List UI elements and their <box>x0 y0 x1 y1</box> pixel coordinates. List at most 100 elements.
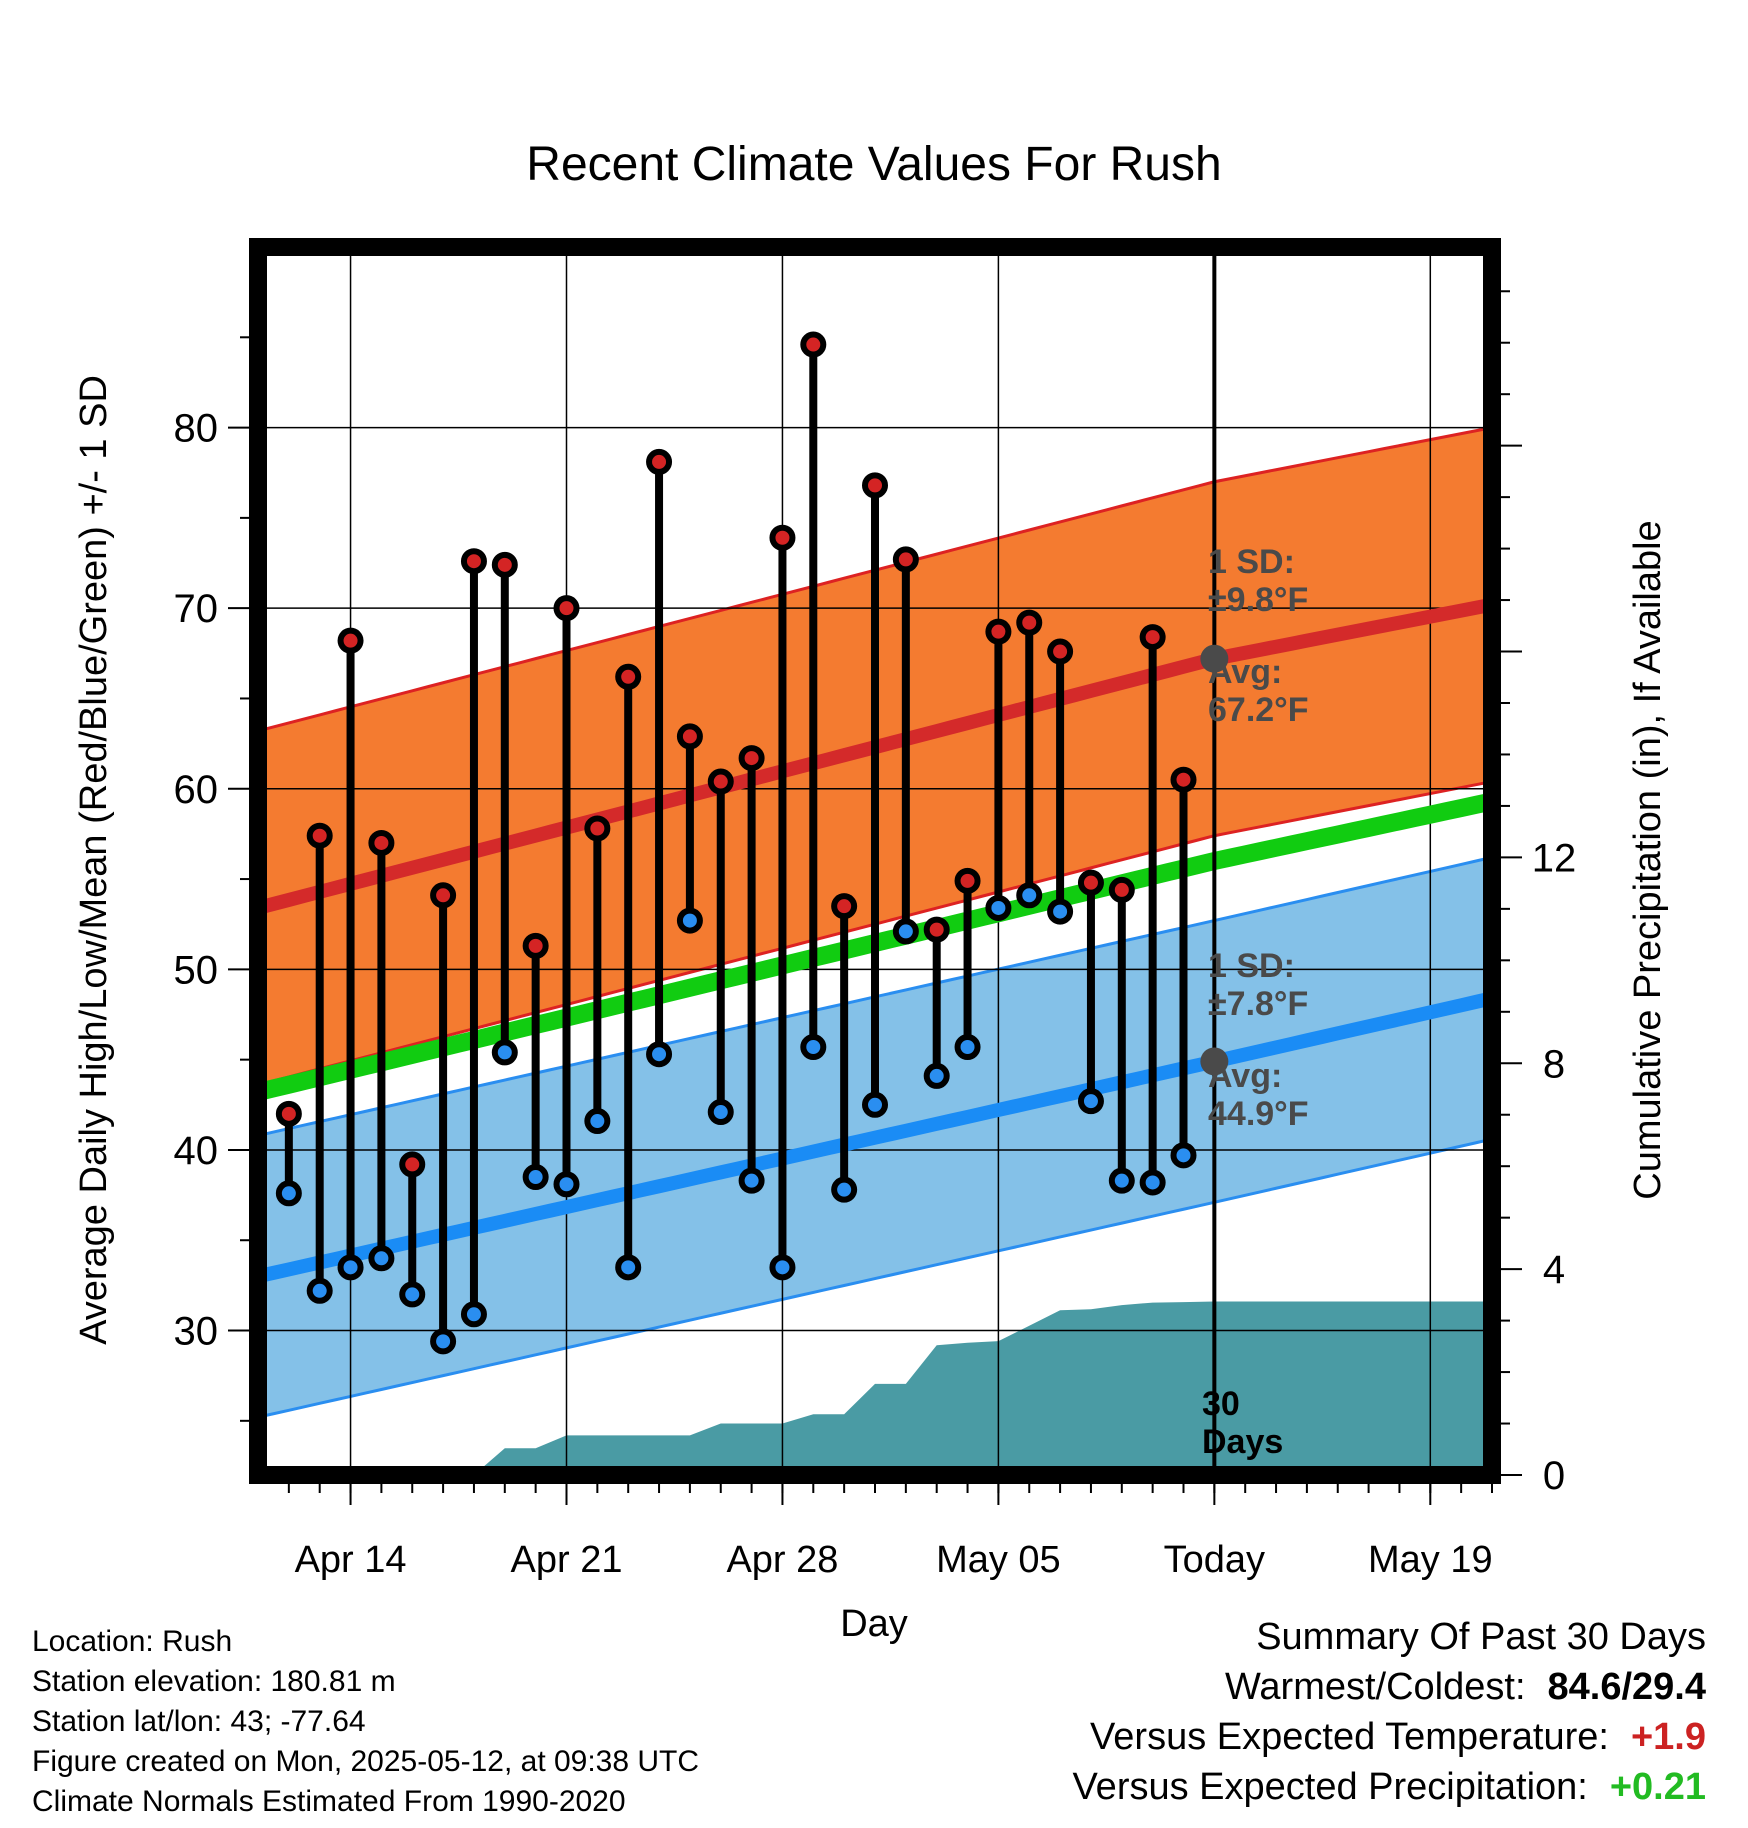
daily-high-point <box>1016 609 1043 636</box>
summary-panel: Summary Of Past 30 Days Warmest/Coldest:… <box>1072 1612 1706 1812</box>
daily-high-point <box>399 1151 426 1178</box>
x-tick-label: May 05 <box>936 1539 1061 1581</box>
precipitation-area <box>473 1301 1492 1475</box>
daily-low-point <box>738 1167 765 1194</box>
daily-high-point <box>615 663 642 690</box>
daily-low-point <box>1077 1088 1104 1115</box>
warm-cold-label: Warmest/Coldest: <box>1224 1666 1526 1708</box>
high-avg-annotation: 67.2°F <box>1208 691 1309 729</box>
daily-low-point <box>769 1254 796 1281</box>
y-tick-label: 40 <box>174 1129 219 1173</box>
x-tick-label: Apr 21 <box>511 1539 623 1581</box>
daily-high-point <box>1047 638 1074 665</box>
y-axis-label: Average Daily High/Low/Mean (Red/Blue/Gr… <box>73 375 115 1345</box>
daily-low-point <box>522 1164 549 1191</box>
daily-low-point <box>923 1062 950 1089</box>
daily-low-point <box>800 1034 827 1061</box>
daily-low-point <box>985 894 1012 921</box>
y-tick-label: 50 <box>174 948 219 992</box>
daily-low-point <box>1047 898 1074 925</box>
daily-low-point <box>275 1180 302 1207</box>
daily-high-point <box>892 546 919 573</box>
daily-low-point <box>460 1301 487 1328</box>
daily-high-point <box>275 1100 302 1127</box>
daily-high-point <box>954 867 981 894</box>
daily-low-point <box>892 918 919 945</box>
daily-low-point <box>1016 882 1043 909</box>
daily-high-point <box>306 822 333 849</box>
y-tick-label: 30 <box>174 1310 219 1354</box>
warm-cold-value: 84.6/29.4 <box>1547 1666 1706 1708</box>
low-avg-annotation: Avg: <box>1208 1057 1282 1095</box>
today-high-normal-point <box>1200 644 1229 673</box>
y2-tick-label: 0 <box>1543 1454 1565 1498</box>
daily-high-point <box>522 932 549 959</box>
x-tick-label: Apr 28 <box>726 1539 838 1581</box>
temp-diff-label: Versus Expected Temperature: <box>1090 1716 1609 1758</box>
y2-axis-label: Cumulative Precipitation (in), If Availa… <box>1627 520 1669 1199</box>
daily-high-point <box>769 524 796 551</box>
daily-low-point <box>1108 1167 1135 1194</box>
daily-low-point <box>954 1034 981 1061</box>
daily-high-point <box>430 882 457 909</box>
summary-title: Summary Of Past 30 Days <box>1256 1616 1706 1658</box>
x-tick-label: Apr 14 <box>295 1539 407 1581</box>
daily-low-point <box>584 1108 611 1135</box>
plot-frame <box>249 238 1501 1484</box>
high-sd-annotation: 1 SD: <box>1208 543 1295 581</box>
x-tick-label: Today <box>1164 1539 1265 1581</box>
x-tick-label: May 19 <box>1368 1539 1493 1581</box>
low-sd-lower-edge <box>258 1137 1492 1419</box>
daily-low-point <box>1170 1142 1197 1169</box>
daily-low-point <box>615 1254 642 1281</box>
daily-low-point <box>1139 1169 1166 1196</box>
created-text: Figure created on Mon, 2025-05-12, at 09… <box>32 1745 700 1778</box>
y2-tick-label: 12 <box>1532 836 1577 880</box>
daily-low-point <box>646 1041 673 1068</box>
daily-low-point <box>862 1091 888 1118</box>
y2-tick-label: 4 <box>1543 1248 1565 1292</box>
daily-low-point <box>306 1277 333 1304</box>
y-tick-label: 70 <box>174 587 219 631</box>
temp-diff-value: +1.9 <box>1630 1716 1706 1758</box>
daily-high-point <box>985 618 1012 645</box>
low-normal-line <box>258 991 1492 1284</box>
daily-high-point <box>337 627 364 654</box>
precip-diff-value: +0.21 <box>1609 1766 1706 1808</box>
precip-diff-label: Versus Expected Precipitation: <box>1072 1766 1588 1808</box>
today-low-normal-point <box>1200 1047 1229 1076</box>
high-sd-annotation: ±9.8°F <box>1208 581 1308 619</box>
low-sd-annotation: 1 SD: <box>1208 947 1295 985</box>
normals-text: Climate Normals Estimated From 1990-2020 <box>32 1785 626 1818</box>
daily-high-point <box>1108 876 1135 903</box>
daily-high-point <box>584 815 611 842</box>
x-axis-label: Day <box>840 1603 908 1645</box>
low-avg-annotation: 44.9°F <box>1208 1095 1309 1133</box>
daily-high-point <box>923 916 950 943</box>
days-window-annotation: Days <box>1202 1423 1283 1461</box>
daily-low-point <box>831 1176 858 1203</box>
daily-high-point <box>707 768 734 795</box>
daily-high-point <box>1170 766 1197 793</box>
daily-high-point <box>738 745 765 772</box>
daily-low-point <box>676 907 703 934</box>
daily-high-point <box>831 893 858 920</box>
y-tick-label: 60 <box>174 768 219 812</box>
chart-title: Recent Climate Values For Rush <box>526 138 1221 191</box>
daily-high-point <box>491 551 518 578</box>
daily-low-point <box>337 1254 364 1281</box>
daily-high-point <box>1077 869 1104 896</box>
daily-low-point <box>491 1039 518 1066</box>
daily-high-point <box>1139 624 1166 651</box>
daily-high-point <box>553 595 580 622</box>
latlon-text: Station lat/lon: 43; -77.64 <box>32 1705 366 1738</box>
low-sd-annotation: ±7.8°F <box>1208 985 1308 1023</box>
y-tick-label: 80 <box>174 407 219 451</box>
daily-low-point <box>430 1328 457 1355</box>
daily-high-point <box>368 829 395 856</box>
high-avg-annotation: Avg: <box>1208 653 1282 691</box>
y2-tick-label: 8 <box>1543 1042 1565 1086</box>
daily-low-point <box>368 1245 395 1272</box>
location-text: Location: Rush <box>32 1625 233 1658</box>
